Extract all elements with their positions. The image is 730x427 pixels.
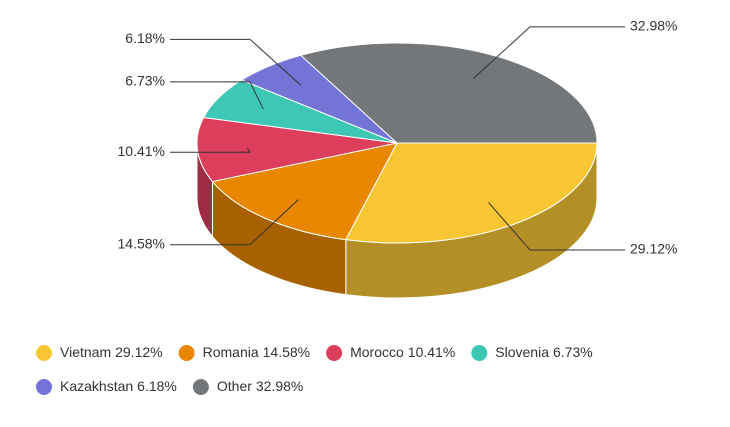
legend-label: Morocco 10.41% (350, 344, 455, 360)
legend-item: Vietnam 29.12% (36, 344, 163, 361)
leader-line (170, 147, 251, 153)
legend-item: Other 32.98% (192, 378, 304, 395)
legend-name: Slovenia (495, 344, 549, 360)
leader-line (170, 38, 302, 86)
data-label: 29.12% (630, 241, 677, 257)
legend-value: 6.18% (137, 378, 177, 394)
data-label: 6.18% (125, 30, 165, 46)
legend: Vietnam 29.12% Romania 14.58% Morocco 10.41% S… (36, 344, 593, 395)
legend-swatch (36, 345, 52, 361)
legend-label: Vietnam 29.12% (60, 344, 163, 360)
slice (196, 116, 398, 183)
legend-value: 6.73% (553, 344, 593, 360)
leader-line (473, 26, 625, 79)
slice (211, 142, 398, 241)
labels: 29.12% 14.58% 10.41% 6.73% 6.18% 32.98% (118, 18, 678, 257)
legend-name: Morocco (350, 344, 404, 360)
data-label: 14.58% (118, 235, 165, 251)
legend-item: Slovenia 6.73% (471, 344, 593, 361)
data-label: 6.73% (125, 73, 165, 89)
legend-swatch (192, 379, 209, 395)
legend-swatch (326, 345, 343, 361)
legend-label: Other 32.98% (217, 378, 304, 394)
slice (299, 42, 598, 144)
legend-swatch (36, 379, 52, 395)
legend-swatch (471, 345, 488, 361)
legend-name: Vietnam (60, 344, 111, 360)
legend-value: 29.12% (115, 344, 162, 360)
data-label: 10.41% (118, 143, 165, 159)
legend-item: Morocco 10.41% (326, 344, 455, 361)
legend-label: Slovenia 6.73% (495, 344, 592, 360)
leader-line (488, 202, 625, 251)
legend-value: 14.58% (263, 344, 310, 360)
pie-tops (196, 42, 598, 244)
legend-label: Romania 14.58% (203, 344, 311, 360)
legend-item: Kazakhstan 6.18% (36, 378, 177, 395)
legend-swatch (178, 345, 195, 361)
legend-name: Other (217, 378, 252, 394)
legend-value: 32.98% (256, 378, 303, 394)
legend-label: Kazakhstan 6.18% (60, 378, 177, 394)
legend-item: Romania 14.58% (178, 344, 311, 361)
slice (345, 142, 598, 244)
leader-line (170, 81, 264, 110)
data-label: 32.98% (630, 18, 677, 34)
legend-value: 10.41% (408, 344, 455, 360)
legend-name: Romania (203, 344, 259, 360)
legend-name: Kazakhstan (60, 378, 133, 394)
leader-line (170, 199, 299, 246)
